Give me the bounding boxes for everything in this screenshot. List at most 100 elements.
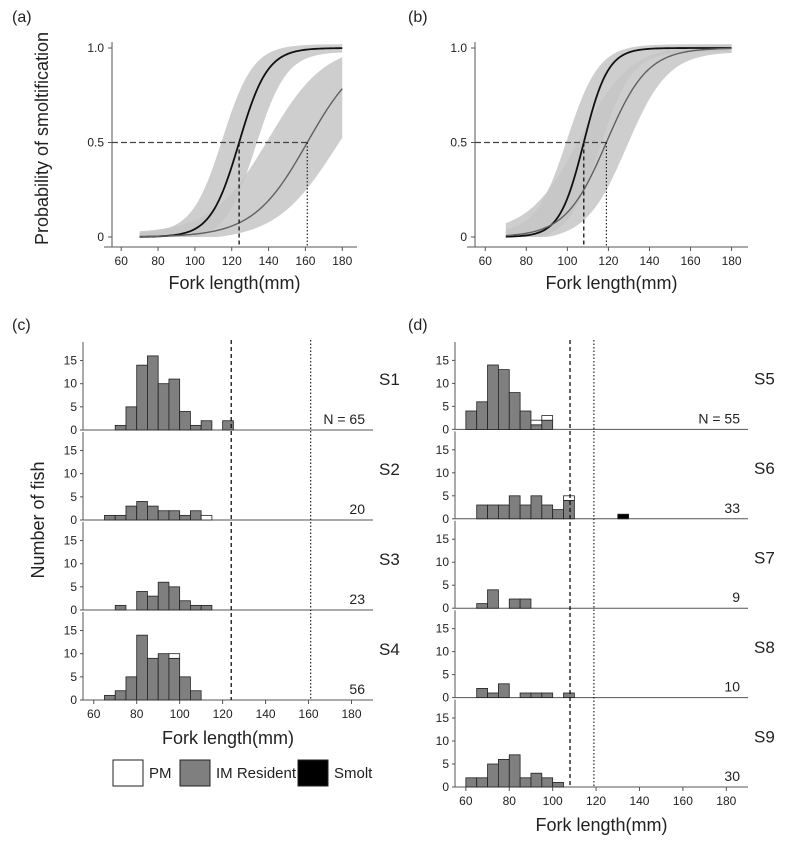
x-tick-label: 100: [185, 254, 205, 268]
bar-im-resident: [157, 510, 170, 521]
x-tick-label: 100: [543, 794, 563, 808]
x-tick-label: 140: [256, 707, 276, 721]
y-tick-label: 10: [436, 376, 450, 390]
x-tick-label: 60: [115, 254, 129, 268]
bar-im-resident: [190, 604, 202, 611]
bar-im-resident: [487, 692, 499, 698]
bar-im-resident: [147, 595, 159, 611]
site-S8: 0 5 10 15 S8 10: [436, 610, 775, 705]
bar-im-resident: [168, 586, 181, 611]
x-axis-label: Fork length(mm): [535, 815, 667, 835]
legend-swatch-im_resident: [179, 759, 211, 787]
bar-im-resident: [136, 501, 148, 521]
y-tick-label: 0.5: [87, 136, 104, 150]
x-tick-label: 100: [557, 254, 577, 268]
bar-im-resident: [179, 600, 191, 611]
site-label: S2: [379, 460, 400, 479]
series-line-gray: [139, 88, 343, 238]
site-count-label: 33: [724, 500, 740, 516]
x-tick-label: 140: [639, 254, 659, 268]
panel-label: (b): [408, 9, 428, 26]
x-tick-label: 120: [213, 707, 233, 721]
site-S2: 0 5 10 15 S2 20: [64, 432, 400, 527]
x-tick-label: 80: [503, 794, 517, 808]
y-tick-label: 5: [442, 668, 449, 682]
bar-im-resident: [157, 653, 170, 701]
y-tick-label: 10: [64, 557, 78, 571]
y-tick-label: 5: [442, 489, 449, 503]
bar-im-resident: [519, 504, 532, 520]
legend-label-im_resident: IM Resident: [216, 765, 297, 782]
y-tick-label: 15: [64, 444, 78, 458]
x-tick-label: 60: [479, 254, 493, 268]
bar-im-resident: [179, 676, 191, 701]
bar-pm: [200, 514, 213, 521]
x-tick-label: 120: [586, 794, 606, 808]
bar-im-resident: [190, 690, 202, 701]
y-tick-label: 0.5: [450, 136, 467, 150]
x-tick-label: 60: [87, 707, 101, 721]
bar-im-resident: [136, 364, 148, 431]
legend-swatch-pm: [112, 759, 144, 787]
bar-im-resident: [498, 759, 510, 788]
bar-im-resident: [519, 692, 532, 698]
site-count-label: 56: [349, 681, 365, 697]
x-tick-label: 140: [629, 794, 649, 808]
bar-im-resident: [114, 424, 127, 431]
x-tick-label: 180: [342, 707, 362, 721]
site-label: S5: [754, 370, 775, 389]
y-axis-label: Number of fish: [28, 461, 48, 578]
y-tick-label: 10: [436, 466, 450, 480]
y-tick-label: 0: [70, 603, 77, 617]
bar-im-resident: [476, 401, 488, 430]
x-tick-label: 180: [332, 254, 352, 268]
bar-im-resident: [125, 406, 138, 431]
bar-im-resident: [487, 763, 499, 788]
bar-im-resident: [104, 694, 116, 701]
confidence-band-1: [505, 44, 732, 238]
y-tick-label: 0: [442, 691, 449, 705]
x-tick-label: 140: [259, 254, 279, 268]
site-count-label: N = 55: [698, 410, 740, 426]
site-S5: 0 5 10 15 S5 N = 55: [436, 342, 775, 436]
site-label: S4: [379, 640, 400, 659]
confidence-band-1: [139, 57, 343, 237]
y-tick-label: 15: [64, 534, 78, 548]
bar-im-resident: [530, 772, 543, 788]
panel-b: (b) 0 0.5 1.0 60 80 100 120 140 160 180 Fork length…: [408, 9, 748, 293]
series-line-gray: [505, 47, 732, 237]
y-tick-label: 0: [442, 601, 449, 615]
bar-im-resident: [552, 509, 564, 520]
legend-label-smolt: Smolt: [334, 765, 373, 782]
panel-d: (d) 0 5 10 15 S5 N = 55 0 5 10 15 S6 33 0 5 10 15 S7 9 0 5 10…: [408, 317, 775, 835]
x-tick-label: 160: [681, 254, 701, 268]
x-tick-label: 180: [722, 254, 742, 268]
y-tick-label: 10: [64, 647, 78, 661]
bar-im-resident: [465, 410, 478, 430]
x-tick-label: 100: [170, 707, 190, 721]
panel-label: (d): [408, 317, 428, 334]
bar-smolt: [617, 513, 630, 520]
bar-im-resident: [476, 688, 488, 699]
bar-im-resident: [147, 657, 159, 701]
y-tick-label: 15: [436, 353, 450, 367]
bar-im-resident: [508, 754, 521, 788]
bar-im-resident: [179, 411, 191, 431]
site-count-label: N = 65: [323, 411, 365, 427]
y-tick-label: 10: [64, 377, 78, 391]
y-tick-label: 15: [436, 711, 450, 725]
site-count-label: 30: [724, 768, 740, 784]
bar-im-resident: [465, 777, 478, 788]
legend-swatch-smolt: [297, 759, 329, 787]
bar-im-resident: [476, 603, 488, 609]
site-label: S3: [379, 550, 400, 569]
bar-im-resident: [147, 355, 159, 431]
y-tick-label: 5: [70, 580, 77, 594]
y-tick-label: 15: [64, 624, 78, 638]
legend: PM IM Resident Smolt: [112, 759, 373, 787]
bar-im-resident: [168, 378, 181, 431]
bar-im-resident: [541, 504, 554, 520]
bar-im-resident: [498, 369, 510, 430]
y-tick-label: 5: [70, 400, 77, 414]
